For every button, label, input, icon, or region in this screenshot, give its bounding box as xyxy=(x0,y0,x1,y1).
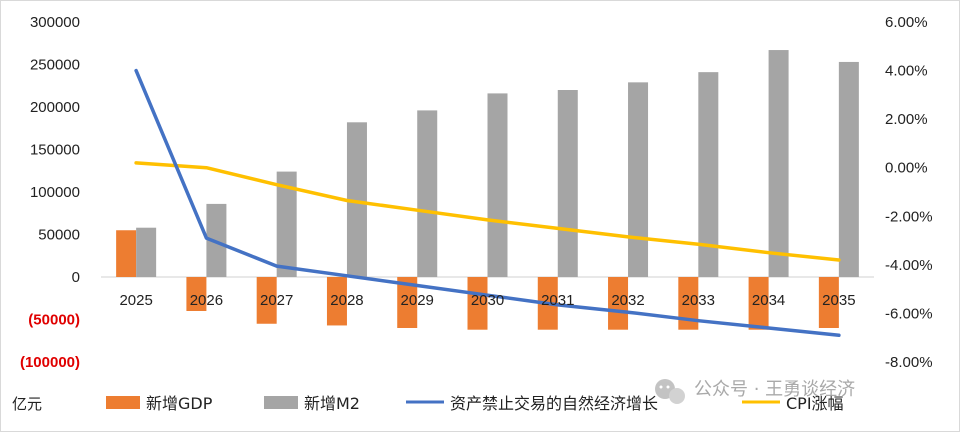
right-tick-label: -6.00% xyxy=(885,305,933,322)
bar-gdp-2027 xyxy=(256,277,277,324)
bar-m2-2029 xyxy=(417,110,438,278)
watermark-text: 公众号 · 王勇谈经济 xyxy=(694,379,855,400)
category-label: 2034 xyxy=(752,292,785,309)
bar-m2-2025 xyxy=(136,227,157,277)
legend: 新增GDP 新增M2 资产禁止交易的自然经济增长 CPI涨幅 xyxy=(106,394,844,413)
bar-gdp-2032 xyxy=(608,277,629,330)
category-label: 2029 xyxy=(401,292,434,309)
left-tick-label: 150000 xyxy=(30,142,80,159)
bar-gdp-2025 xyxy=(116,230,137,277)
right-tick-label: 6.00% xyxy=(885,14,928,31)
bar-m2-2035 xyxy=(838,61,859,278)
category-label: 2031 xyxy=(541,292,574,309)
legend-label-natural: 资产禁止交易的自然经济增长 xyxy=(450,394,658,413)
bar-m2-2031 xyxy=(557,90,578,277)
bar-gdp-2033 xyxy=(678,277,699,330)
bar-gdp-2026 xyxy=(186,277,207,311)
bar-gdp-2035 xyxy=(818,277,839,328)
category-label: 2027 xyxy=(260,292,293,309)
bar-m2-2027 xyxy=(276,171,297,277)
right-axis: 6.00% 4.00% 2.00% 0.00% -2.00% -4.00% -6.00% -8… xyxy=(885,14,933,371)
category-label: 2033 xyxy=(682,292,715,309)
legend-label-cpi: CPI涨幅 xyxy=(786,394,844,413)
category-label: 2032 xyxy=(611,292,644,309)
left-tick-label: (100000) xyxy=(20,354,80,371)
bar-gdp-2034 xyxy=(748,277,769,330)
plot-area xyxy=(101,50,874,338)
right-tick-label: -8.00% xyxy=(885,354,933,371)
wechat-icon xyxy=(655,379,685,404)
category-label: 2025 xyxy=(119,292,152,309)
bar-m2-2034 xyxy=(768,50,789,277)
bar-gdp-2028 xyxy=(326,277,347,326)
right-tick-label: 0.00% xyxy=(885,160,928,177)
category-label: 2035 xyxy=(822,292,855,309)
left-tick-label: 200000 xyxy=(30,99,80,116)
bar-m2-2032 xyxy=(628,82,649,277)
left-tick-label: 50000 xyxy=(38,227,80,244)
bar-m2-2030 xyxy=(487,93,508,278)
left-tick-label: (50000) xyxy=(28,312,80,329)
category-label: 2030 xyxy=(471,292,504,309)
bar-gdp-2029 xyxy=(397,277,418,328)
line-cpi xyxy=(134,161,841,262)
right-tick-label: -4.00% xyxy=(885,257,933,274)
bar-gdp-2030 xyxy=(467,277,488,330)
bar-m2-2033 xyxy=(698,72,719,278)
watermark: 公众号 · 王勇谈经济 xyxy=(655,379,855,404)
left-tick-label: 0 xyxy=(72,269,80,286)
left-tick-label: 300000 xyxy=(30,14,80,31)
legend-swatch-gdp xyxy=(106,396,140,409)
unit-label: 亿元 xyxy=(12,396,42,413)
left-tick-label: 250000 xyxy=(30,57,80,74)
category-label: 2026 xyxy=(190,292,223,309)
line-natural-growth xyxy=(134,68,841,338)
category-label: 2028 xyxy=(330,292,363,309)
bar-m2-2028 xyxy=(346,122,367,277)
left-axis: 300000 250000 200000 150000 100000 50000 0 (500… xyxy=(20,14,80,371)
legend-label-m2: 新增M2 xyxy=(304,394,360,413)
right-tick-label: 4.00% xyxy=(885,63,928,80)
right-tick-label: -2.00% xyxy=(885,208,933,225)
legend-label-gdp: 新增GDP xyxy=(146,394,213,413)
legend-swatch-m2 xyxy=(264,396,298,409)
right-tick-label: 2.00% xyxy=(885,111,928,128)
category-axis: 2025 2026 2027 2028 2029 2030 2031 2032 2033 2034… xyxy=(119,292,855,309)
left-tick-label: 100000 xyxy=(30,184,80,201)
